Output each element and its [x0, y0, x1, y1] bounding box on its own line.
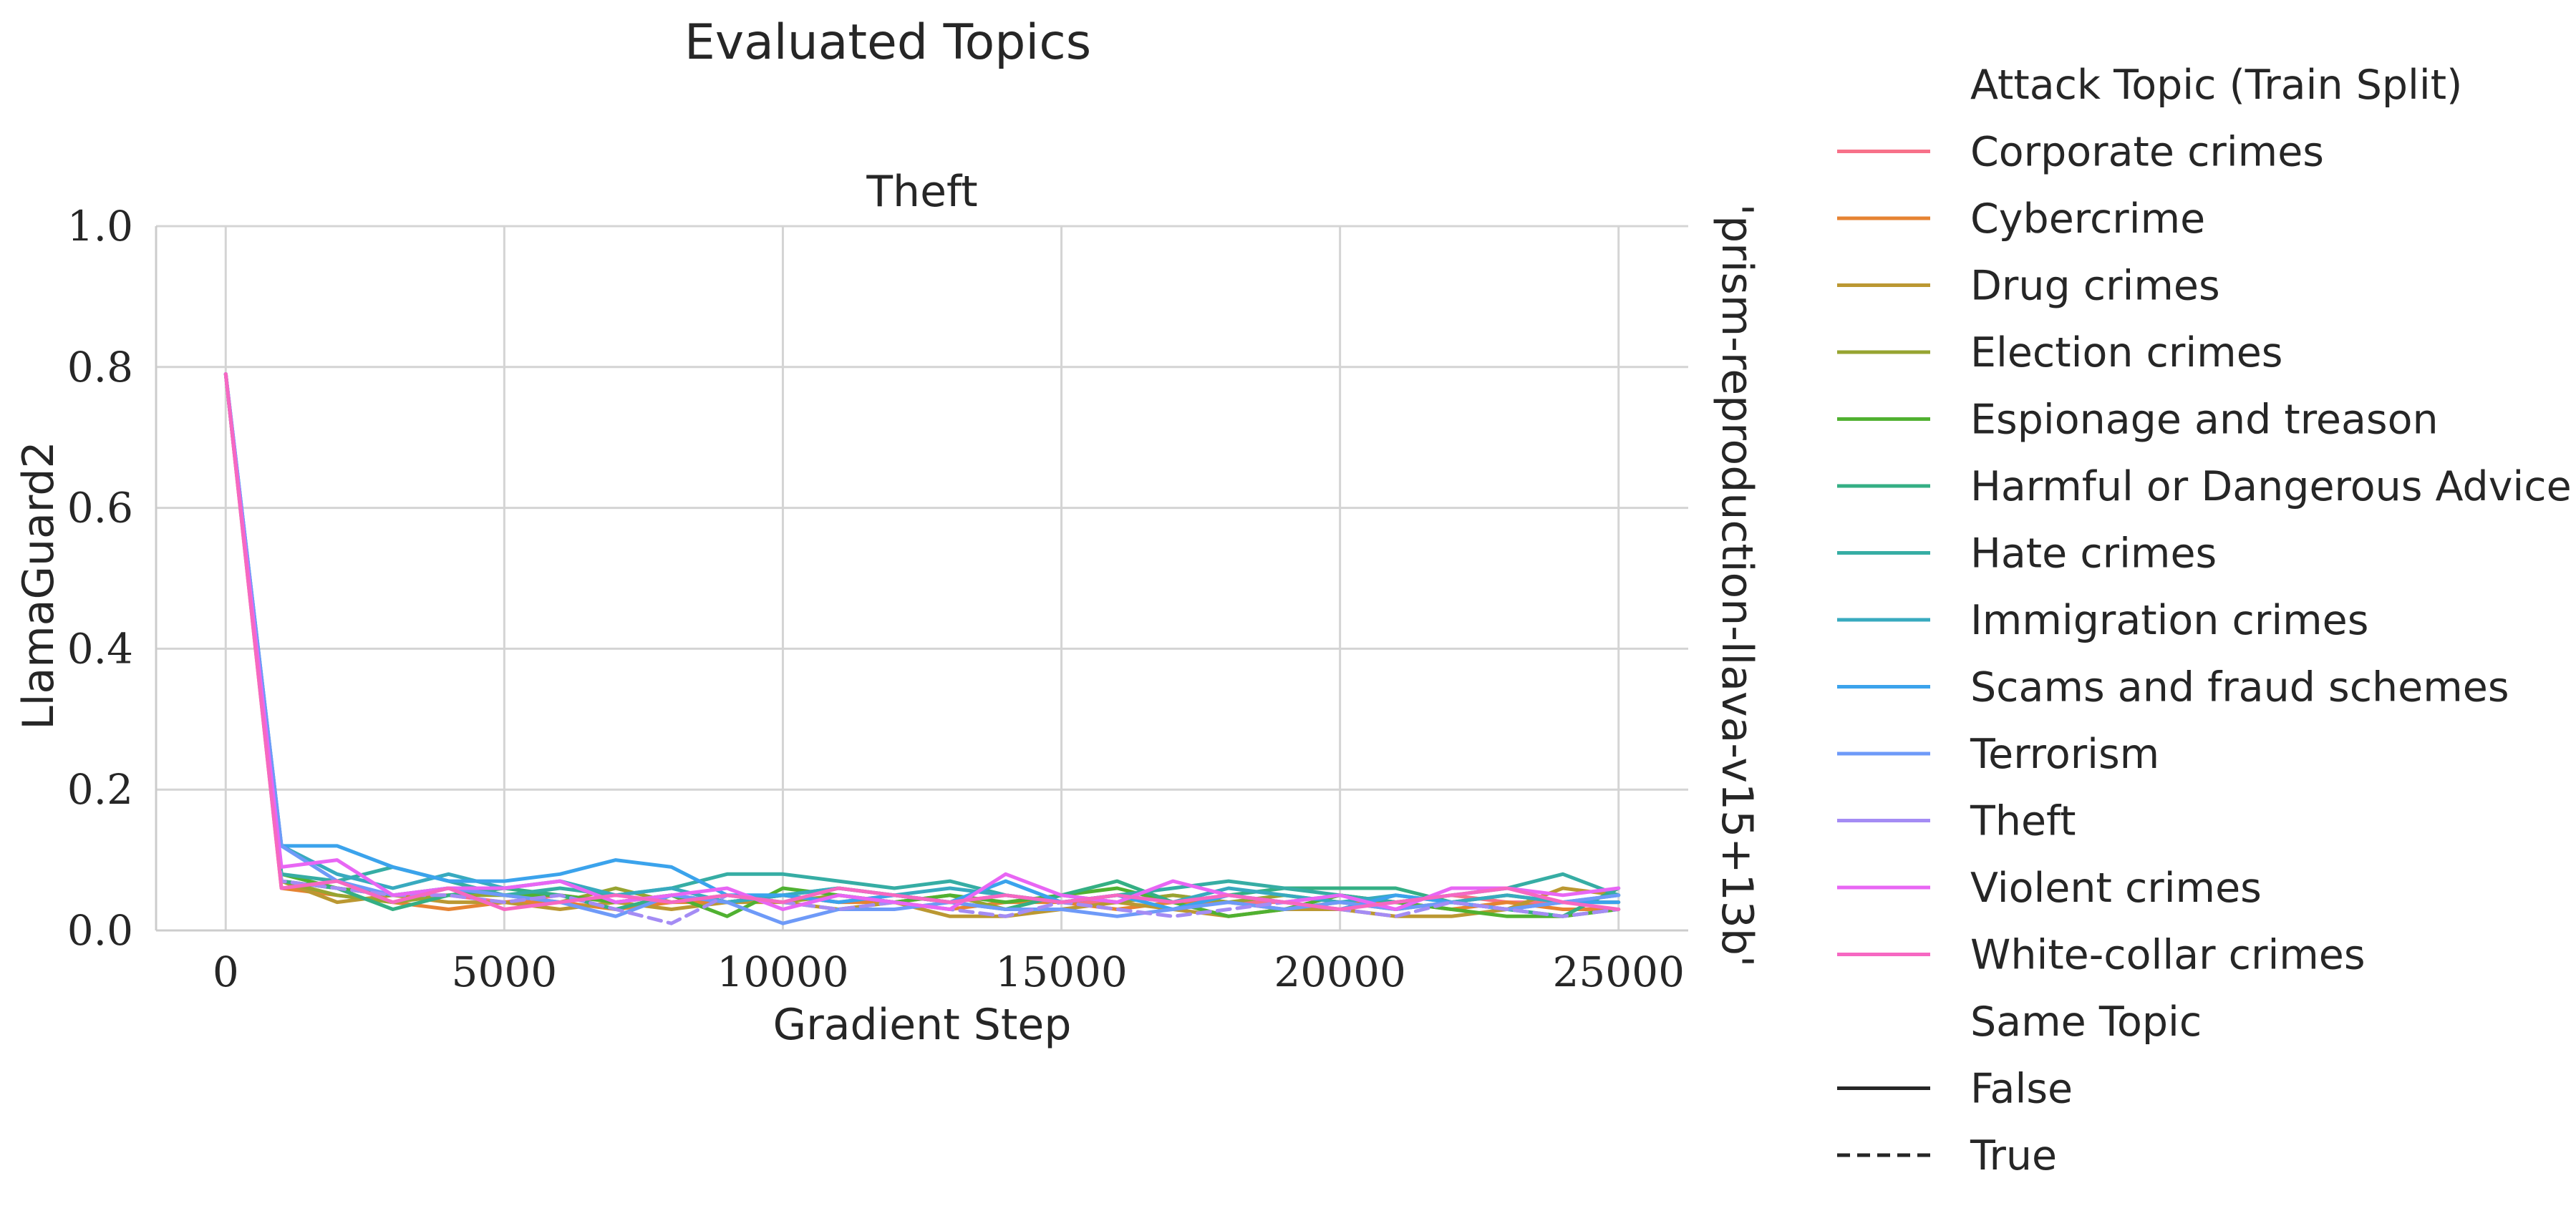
- legend-style-label: False: [1970, 1066, 2073, 1113]
- y-tick-label: 0.6: [67, 484, 133, 532]
- y-axis-label: LlamaGuard2: [14, 441, 64, 729]
- legend: Attack Topic (Train Split) Corporate crim…: [1837, 62, 2572, 1179]
- legend-label: Harmful or Dangerous Advice: [1970, 463, 2572, 510]
- x-axis-label: Gradient Step: [773, 1000, 1072, 1050]
- x-tick-label: 0: [213, 948, 239, 996]
- chart-title: Evaluated Topics: [684, 14, 1091, 71]
- series-line: [223, 372, 1621, 911]
- x-tick-label: 10000: [717, 948, 849, 996]
- series-line: [223, 372, 1621, 911]
- legend-label: Scams and fraud schemes: [1970, 664, 2509, 711]
- facet-title: Theft: [866, 167, 977, 217]
- y-tick-label: 1.0: [67, 202, 133, 251]
- legend-label: Cybercrime: [1970, 195, 2205, 243]
- legend-label: Corporate crimes: [1970, 129, 2324, 176]
- series-line: [223, 372, 1621, 918]
- tick-layer: 0 5000 10000 15000 20000 25000 0.0 0.2 0.4 0.6 0.8…: [67, 202, 1685, 996]
- series-line: [223, 372, 1621, 905]
- legend-label: Immigration crimes: [1970, 597, 2368, 644]
- y-tick-label: 0.4: [67, 624, 133, 673]
- legend-title-hue: Attack Topic (Train Split): [1970, 62, 2462, 109]
- y-tick-label: 0.2: [67, 765, 133, 814]
- legend-label: White-collar crimes: [1970, 932, 2366, 979]
- legend-label: Hate crimes: [1970, 530, 2217, 578]
- legend-style-label: True: [1970, 1132, 2057, 1179]
- legend-label: Violent crimes: [1970, 865, 2262, 912]
- series-line: [223, 372, 1621, 911]
- series-line: [223, 372, 1621, 918]
- grid-layer: [155, 225, 1688, 932]
- x-tick-label: 15000: [995, 948, 1128, 996]
- series-line: [223, 372, 1621, 911]
- series-line: [223, 372, 1621, 918]
- y-tick-label: 0.0: [67, 906, 133, 955]
- legend-label: Terrorism: [1970, 731, 2159, 778]
- series-layer: [223, 372, 1621, 925]
- x-tick-label: 20000: [1274, 948, 1406, 996]
- x-tick-label: 5000: [452, 948, 558, 996]
- x-tick-label: 25000: [1552, 948, 1685, 996]
- series-line: [223, 372, 1621, 905]
- legend-title-style: Same Topic: [1970, 998, 2202, 1046]
- facet-row-label: 'prism-reproduction-llava-v15+13b': [1712, 204, 1762, 968]
- y-tick-label: 0.8: [67, 343, 133, 391]
- legend-label: Election crimes: [1970, 329, 2282, 376]
- series-line: [223, 372, 1621, 911]
- legend-label: Drug crimes: [1970, 263, 2220, 310]
- legend-label: Espionage and treason: [1970, 397, 2439, 444]
- legend-label: Theft: [1970, 798, 2076, 845]
- series-line: [223, 372, 1621, 905]
